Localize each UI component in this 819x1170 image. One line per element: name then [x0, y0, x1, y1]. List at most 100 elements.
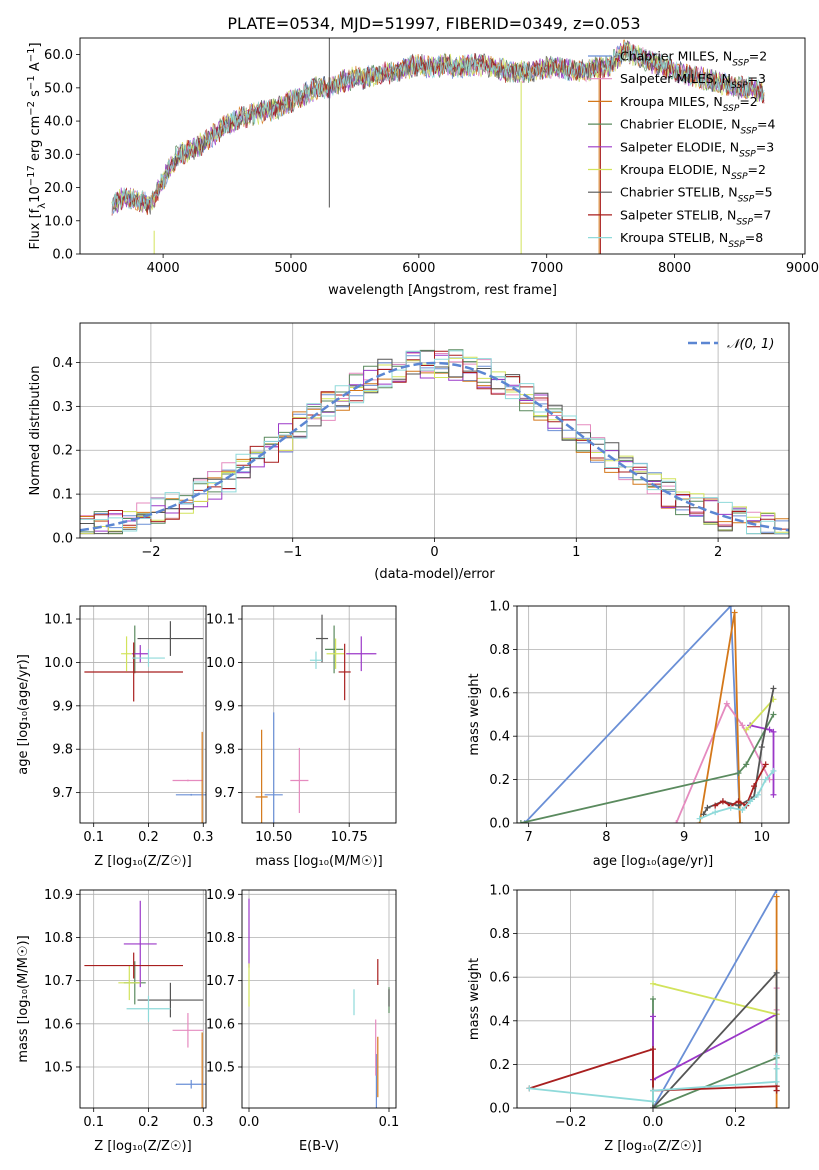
mass-vs-EBV-ytick-label: 10.5 [206, 1060, 235, 1075]
legend-sub: SSP [740, 127, 757, 137]
weight-vs-age-xtick-label: 7 [525, 830, 533, 845]
weight-vs-age-ytick-label: 0.2 [489, 773, 510, 788]
weight-vs-age-ytick-label: 0.0 [489, 817, 510, 832]
legend-model: Chabrier ELODIE, N [620, 117, 740, 132]
weight-vs-Z-ytick-label: 0.0 [489, 1102, 510, 1117]
mass-vs-EBV-frame [241, 889, 397, 1109]
legend-sub: SSP [739, 149, 756, 159]
spectrum-series [111, 41, 765, 214]
ylabel-part: λ [37, 203, 48, 209]
legend-value: =4 [757, 117, 775, 132]
legend-value: =2 [748, 162, 766, 177]
legend-value: =7 [753, 207, 771, 222]
age-vs-Z-frame [79, 605, 207, 824]
weight-vs-age-series [524, 606, 741, 823]
weight-vs-age-frame [516, 605, 790, 824]
ylabel-part: ] [28, 42, 43, 47]
age-vs-Z-xtick-label: 0.2 [138, 830, 159, 845]
mass-vs-EBV-xtick-label: 0.1 [379, 1115, 400, 1130]
legend-entry: Kroupa MILES, NSSP=2 [620, 94, 758, 114]
age-vs-Z-ytick-label: 9.7 [52, 786, 73, 801]
weight-vs-Z-xlabel: Z [log₁₀(Z/Z☉)] [604, 1139, 701, 1154]
legend-model: Salpeter MILES, N [620, 71, 731, 86]
mass-vs-Z-ytick-label: 10.5 [44, 1060, 73, 1075]
legend-entry: Chabrier ELODIE, NSSP=4 [620, 117, 775, 137]
age-vs-Z-axes: 0.1 0.2 0.3 9.7 9.8 9.9 10.0 10.1 [44, 606, 214, 845]
residuals-frame [79, 322, 790, 539]
weight-vs-Z-lines [526, 890, 780, 1108]
weight-vs-age-series [675, 701, 771, 823]
weight-vs-age-series [520, 714, 775, 823]
age-vs-mass-xtick-label: 10.50 [255, 830, 292, 845]
mass-vs-Z-xtick-label: 0.3 [193, 1115, 214, 1130]
ylabel-part: s [28, 90, 43, 101]
mass-vs-EBV-ytick-label: 10.8 [206, 931, 235, 946]
legend-entry: Kroupa STELIB, NSSP=8 [620, 230, 763, 250]
normal-curve [80, 361, 789, 532]
weight-vs-Z-axes: −0.2 0.0 0.2 0.0 0.2 0.4 0.6 0.8 1.0 [489, 884, 789, 1130]
legend-entry: Kroupa ELODIE, NSSP=2 [620, 162, 766, 182]
legend-sub: SSP [732, 59, 749, 69]
weight-vs-age-series [749, 724, 775, 795]
weight-vs-Z-xtick-label: −0.2 [555, 1115, 587, 1130]
figure-title: PLATE=0534, MJD=51997, FIBERID=0349, z=0… [227, 14, 640, 33]
spectrum-ytick-label: 10.0 [44, 214, 73, 229]
legend-entry: Salpeter ELODIE, NSSP=3 [620, 139, 774, 159]
spectrum-ylabel: Flux [fλ10−17 erg cm−2 s−1 A−1] [26, 42, 48, 249]
ylabel-part: 10 [28, 186, 43, 203]
legend-sub: SSP [728, 240, 745, 250]
mass-vs-Z-ytick-label: 10.7 [44, 974, 73, 989]
residuals-ytick-label: 0.4 [52, 356, 73, 371]
weight-vs-Z-series [652, 982, 777, 1016]
weight-vs-Z-series [652, 999, 778, 1108]
legend-model: Chabrier STELIB, N [620, 185, 738, 200]
legend-model: Kroupa ELODIE, N [620, 162, 731, 177]
age-vs-Z-xtick-label: 0.1 [83, 830, 104, 845]
spectrum-ytick-label: 30.0 [44, 148, 73, 163]
mass-vs-Z-xtick-label: 0.2 [138, 1115, 159, 1130]
weight-vs-age-ytick-label: 0.8 [489, 643, 510, 658]
mass-vs-EBV-xlabel: E(B-V) [299, 1139, 339, 1154]
weight-vs-age-xtick-label: 10 [754, 830, 771, 845]
mass-vs-Z-ylabel: mass [log₁₀(M/M☉)] [16, 935, 31, 1062]
spectrum-ytick-label: 0.0 [52, 248, 73, 263]
residuals-xtick-label: −2 [141, 545, 160, 560]
mass-vs-Z-xtick-label: 0.1 [83, 1115, 104, 1130]
legend-value: =3 [756, 139, 774, 154]
spectrum-xtick-label: 6000 [402, 261, 435, 276]
spectrum-xtick-label: 9000 [786, 261, 819, 276]
age-vs-Z-ytick-label: 9.9 [52, 699, 73, 714]
spectrum-xtick-label: 4000 [147, 261, 180, 276]
mass-vs-EBV-ytick-label: 10.7 [206, 974, 235, 989]
legend-model: Salpeter ELODIE, N [620, 139, 739, 154]
mass-vs-EBV-axes: 0.0 0.1 10.5 10.6 10.7 10.8 10.9 [206, 888, 399, 1130]
spectrum-ytick-label: 40.0 [44, 115, 73, 130]
spectrum-xtick-label: 5000 [274, 261, 307, 276]
ylabel-part: A [28, 62, 43, 75]
weight-vs-age-ytick-label: 0.4 [489, 730, 510, 745]
residuals-ytick-label: 0.2 [52, 444, 73, 459]
spectrum-ytick-label: 60.0 [44, 48, 73, 63]
spectrum-ytick-label: 50.0 [44, 81, 73, 96]
legend-entry: Chabrier MILES, NSSP=2 [620, 49, 767, 69]
spectrum-xtick-label: 7000 [530, 261, 563, 276]
spectrum-axes: 4000 5000 6000 7000 8000 9000 0.0 10.0 20.0 30.0 4… [44, 48, 819, 276]
age-vs-mass-ytick-label: 10.1 [206, 613, 235, 628]
mass-vs-EBV-ytick-label: 10.9 [206, 888, 235, 903]
legend-value: =2 [739, 94, 757, 109]
weight-vs-age-ylabel: mass weight [467, 673, 482, 755]
age-vs-Z-ytick-label: 10.1 [44, 613, 73, 628]
legend-sub: SSP [738, 195, 755, 205]
mass-vs-EBV-xtick-label: 0.0 [239, 1115, 260, 1130]
age-vs-mass-points [255, 614, 377, 823]
age-vs-Z-xtick-label: 0.3 [193, 830, 214, 845]
weight-vs-age-series [745, 698, 775, 731]
legend-entry: Salpeter MILES, NSSP=3 [620, 71, 766, 91]
mass-vs-Z-ytick-label: 10.9 [44, 888, 73, 903]
mass-vs-Z-ytick-label: 10.6 [44, 1017, 73, 1032]
ylabel-part: Flux [f [28, 208, 43, 249]
mass-vs-Z-points [84, 900, 206, 1108]
mass-vs-EBV-points [248, 898, 390, 1108]
residuals-xtick-label: −1 [283, 545, 302, 560]
